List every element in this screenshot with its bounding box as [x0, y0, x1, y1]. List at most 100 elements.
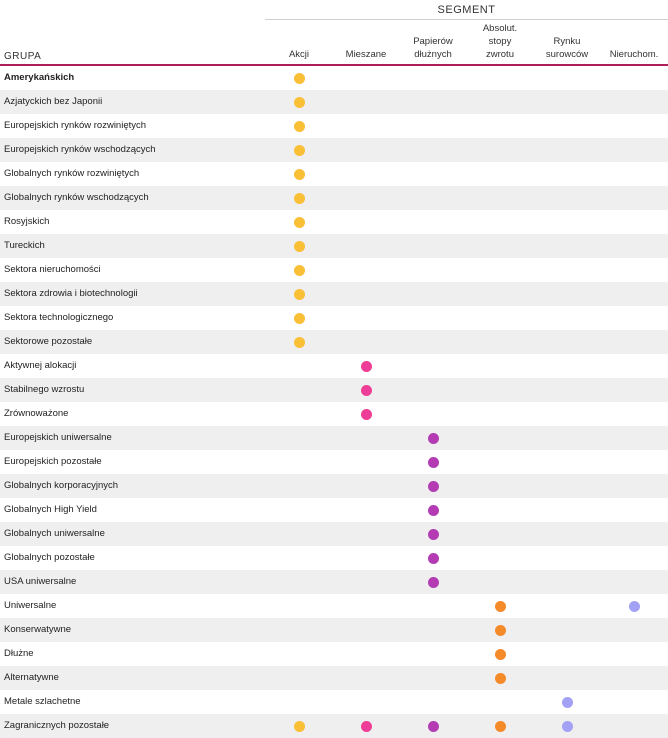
segment-dot-mieszane [360, 720, 372, 732]
row-label: Metale szlachetne [4, 696, 81, 707]
row-label: Tureckich [4, 240, 45, 251]
table-row: Stabilnego wzrostu [0, 378, 668, 402]
segment-header: SEGMENT [437, 4, 496, 16]
segment-dot-akcji [293, 312, 305, 324]
row-label: Europejskich rynków rozwiniętych [4, 120, 147, 131]
segment-dot-akcji [293, 336, 305, 348]
segment-dot-akcji [293, 144, 305, 156]
row-label: Globalnych rynków wschodzących [4, 192, 149, 203]
header-rule [0, 64, 668, 66]
table-row: Alternatywne [0, 666, 668, 690]
segment-dot-absolut [494, 672, 506, 684]
column-header-surowcow: Rynku surowców [545, 36, 589, 60]
column-header-absolut: Absolut. stopy zwrotu [482, 23, 518, 60]
table-row: Aktywnej alokacji [0, 354, 668, 378]
table-row: Azjatyckich bez Japonii [0, 90, 668, 114]
segment-dot-surowcow [561, 696, 573, 708]
row-label: USA uniwersalne [4, 576, 77, 587]
row-label: Sektorowe pozostałe [4, 336, 93, 347]
row-label: Aktywnej alokacji [4, 360, 77, 371]
segment-divider [265, 19, 668, 20]
table-row: USA uniwersalne [0, 570, 668, 594]
segment-dot-papierow [427, 720, 439, 732]
segment-dot-akcji [293, 240, 305, 252]
row-label: Rosyjskich [4, 216, 50, 227]
segment-dot-nieruchom [628, 600, 640, 612]
table-row: Sektora technologicznego [0, 306, 668, 330]
segment-dot-papierow [427, 456, 439, 468]
row-label: Dłużne [4, 648, 34, 659]
segment-dot-mieszane [360, 408, 372, 420]
table-row: Dłużne [0, 642, 668, 666]
column-header-mieszane: Mieszane [345, 49, 387, 60]
table-row: Globalnych High Yield [0, 498, 668, 522]
row-label: Globalnych pozostałe [4, 552, 95, 563]
segment-dot-papierow [427, 576, 439, 588]
row-label: Globalnych High Yield [4, 504, 97, 515]
segment-dot-akcji [293, 720, 305, 732]
table-row: Globalnych uniwersalne [0, 522, 668, 546]
segment-dot-akcji [293, 216, 305, 228]
table-row: Tureckich [0, 234, 668, 258]
row-label: Globalnych uniwersalne [4, 528, 105, 539]
row-label: Europejskich uniwersalne [4, 432, 112, 443]
table-row: Sektora zdrowia i biotechnologii [0, 282, 668, 306]
row-label: Zrównoważone [4, 408, 69, 419]
row-label: Amerykańskich [4, 72, 75, 83]
table-row: Sektorowe pozostałe [0, 330, 668, 354]
segment-dot-papierow [427, 504, 439, 516]
segment-dot-akcji [293, 288, 305, 300]
table-row: Europejskich uniwersalne [0, 426, 668, 450]
table-row: Globalnych korporacyjnych [0, 474, 668, 498]
segment-dot-akcji [293, 168, 305, 180]
row-label: Stabilnego wzrostu [4, 384, 85, 395]
row-label: Uniwersalne [4, 600, 57, 611]
table-row: Zrównoważone [0, 402, 668, 426]
segment-dot-papierow [427, 528, 439, 540]
table-row: Zagranicznych pozostałe [0, 714, 668, 738]
segment-dot-papierow [427, 480, 439, 492]
segment-dot-akcji [293, 120, 305, 132]
group-header: GRUPA [4, 51, 42, 62]
table-row: Europejskich rynków rozwiniętych [0, 114, 668, 138]
segment-dot-akcji [293, 264, 305, 276]
table-row: Rosyjskich [0, 210, 668, 234]
column-header-nieruchom: Nieruchom. [609, 49, 659, 60]
segment-dot-absolut [494, 600, 506, 612]
segment-dot-surowcow [561, 720, 573, 732]
segment-dot-mieszane [360, 360, 372, 372]
column-header-papierow: Papierów dłużnych [413, 36, 453, 60]
table-row: Konserwatywne [0, 618, 668, 642]
row-label: Azjatyckich bez Japonii [4, 96, 103, 107]
segment-dot-absolut [494, 720, 506, 732]
table-row: Globalnych pozostałe [0, 546, 668, 570]
row-label: Europejskich rynków wschodzących [4, 144, 156, 155]
table-row: Sektora nieruchomości [0, 258, 668, 282]
row-label: Zagranicznych pozostałe [4, 720, 110, 731]
table-row: Metale szlachetne [0, 690, 668, 714]
table-row: Amerykańskich [0, 66, 668, 90]
row-label: Sektora zdrowia i biotechnologii [4, 288, 138, 299]
segment-dot-akcji [293, 192, 305, 204]
table-row: Globalnych rynków rozwiniętych [0, 162, 668, 186]
row-label: Europejskich pozostałe [4, 456, 102, 467]
row-label: Globalnych korporacyjnych [4, 480, 119, 491]
table-row: Globalnych rynków wschodzących [0, 186, 668, 210]
segment-dot-absolut [494, 624, 506, 636]
row-label: Konserwatywne [4, 624, 72, 635]
segment-dot-akcji [293, 72, 305, 84]
segment-dot-papierow [427, 552, 439, 564]
table-row: Uniwersalne [0, 594, 668, 618]
segment-dot-absolut [494, 648, 506, 660]
column-header-akcji: Akcji [288, 49, 310, 60]
table-body: Amerykańskich Azjatyckich bez Japonii Euro… [0, 66, 668, 738]
row-label: Sektora nieruchomości [4, 264, 101, 275]
table-row: Europejskich pozostałe [0, 450, 668, 474]
row-label: Globalnych rynków rozwiniętych [4, 168, 140, 179]
segment-dot-akcji [293, 96, 305, 108]
segment-dot-mieszane [360, 384, 372, 396]
row-label: Sektora technologicznego [4, 312, 114, 323]
segment-dot-papierow [427, 432, 439, 444]
table-row: Europejskich rynków wschodzących [0, 138, 668, 162]
